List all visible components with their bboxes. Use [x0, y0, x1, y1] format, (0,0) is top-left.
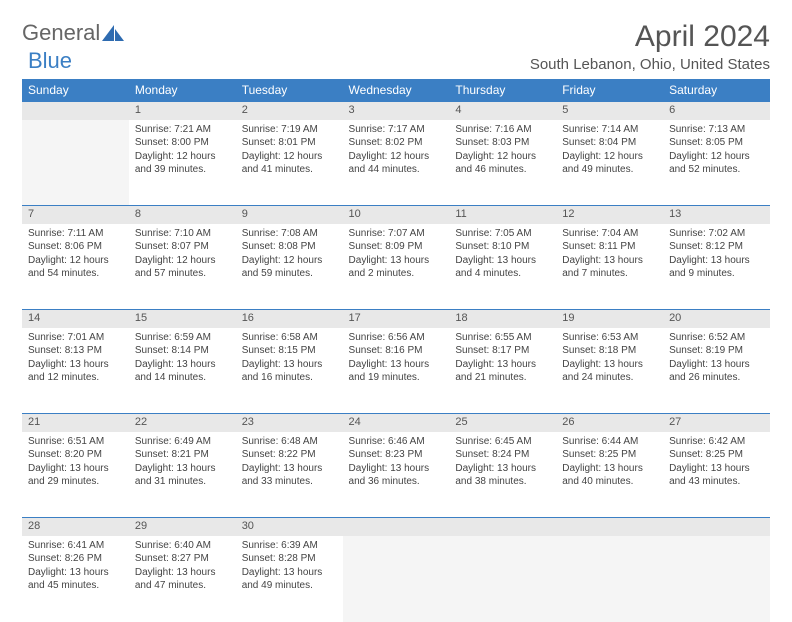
day-content-cell: Sunrise: 7:14 AMSunset: 8:04 PMDaylight:…: [556, 120, 663, 206]
day-number-cell: 26: [556, 414, 663, 432]
day-number-cell: 5: [556, 102, 663, 120]
day-content-cell: Sunrise: 6:46 AMSunset: 8:23 PMDaylight:…: [343, 432, 450, 518]
day-content-row: Sunrise: 7:21 AMSunset: 8:00 PMDaylight:…: [22, 120, 770, 206]
day-content-cell: Sunrise: 7:17 AMSunset: 8:02 PMDaylight:…: [343, 120, 450, 206]
day-number-cell: 18: [449, 310, 556, 328]
day-content-cell: Sunrise: 6:39 AMSunset: 8:28 PMDaylight:…: [236, 536, 343, 622]
day-content-cell: [22, 120, 129, 206]
day-number-cell: 17: [343, 310, 450, 328]
day-number-row: 14151617181920: [22, 310, 770, 328]
day-number-cell: 30: [236, 518, 343, 536]
weekday-header: Friday: [556, 79, 663, 102]
day-content-row: Sunrise: 6:41 AMSunset: 8:26 PMDaylight:…: [22, 536, 770, 622]
weekday-header-row: SundayMondayTuesdayWednesdayThursdayFrid…: [22, 79, 770, 102]
day-number-cell: 9: [236, 206, 343, 224]
day-number-cell: 4: [449, 102, 556, 120]
day-content-cell: Sunrise: 6:40 AMSunset: 8:27 PMDaylight:…: [129, 536, 236, 622]
logo-sail-icon: [102, 25, 124, 41]
day-content-row: Sunrise: 6:51 AMSunset: 8:20 PMDaylight:…: [22, 432, 770, 518]
day-content-cell: Sunrise: 6:45 AMSunset: 8:24 PMDaylight:…: [449, 432, 556, 518]
day-content-cell: Sunrise: 7:04 AMSunset: 8:11 PMDaylight:…: [556, 224, 663, 310]
day-content-cell: Sunrise: 7:05 AMSunset: 8:10 PMDaylight:…: [449, 224, 556, 310]
logo: General: [22, 20, 124, 46]
day-number-row: 78910111213: [22, 206, 770, 224]
weekday-header: Thursday: [449, 79, 556, 102]
day-number-cell: [663, 518, 770, 536]
day-content-cell: Sunrise: 6:41 AMSunset: 8:26 PMDaylight:…: [22, 536, 129, 622]
day-number-cell: 23: [236, 414, 343, 432]
day-number-cell: 2: [236, 102, 343, 120]
logo-text-general: General: [22, 20, 100, 46]
day-number-cell: 27: [663, 414, 770, 432]
day-content-cell: Sunrise: 6:52 AMSunset: 8:19 PMDaylight:…: [663, 328, 770, 414]
day-content-cell: Sunrise: 7:13 AMSunset: 8:05 PMDaylight:…: [663, 120, 770, 206]
header: General April 2024 South Lebanon, Ohio, …: [22, 20, 770, 73]
weekday-header: Wednesday: [343, 79, 450, 102]
day-number-cell: 7: [22, 206, 129, 224]
day-content-cell: Sunrise: 6:56 AMSunset: 8:16 PMDaylight:…: [343, 328, 450, 414]
day-number-cell: 22: [129, 414, 236, 432]
calendar-table: SundayMondayTuesdayWednesdayThursdayFrid…: [22, 79, 770, 622]
day-number-cell: 12: [556, 206, 663, 224]
day-content-cell: Sunrise: 7:07 AMSunset: 8:09 PMDaylight:…: [343, 224, 450, 310]
weekday-header: Saturday: [663, 79, 770, 102]
day-number-cell: 11: [449, 206, 556, 224]
day-number-cell: 6: [663, 102, 770, 120]
day-content-row: Sunrise: 7:01 AMSunset: 8:13 PMDaylight:…: [22, 328, 770, 414]
day-content-cell: Sunrise: 7:19 AMSunset: 8:01 PMDaylight:…: [236, 120, 343, 206]
weekday-header: Tuesday: [236, 79, 343, 102]
location-text: South Lebanon, Ohio, United States: [530, 56, 770, 73]
day-number-row: 282930: [22, 518, 770, 536]
day-number-cell: 14: [22, 310, 129, 328]
day-number-cell: 24: [343, 414, 450, 432]
day-number-cell: 21: [22, 414, 129, 432]
day-content-cell: Sunrise: 6:58 AMSunset: 8:15 PMDaylight:…: [236, 328, 343, 414]
day-number-cell: 15: [129, 310, 236, 328]
day-content-cell: Sunrise: 6:49 AMSunset: 8:21 PMDaylight:…: [129, 432, 236, 518]
day-content-row: Sunrise: 7:11 AMSunset: 8:06 PMDaylight:…: [22, 224, 770, 310]
day-content-cell: Sunrise: 7:10 AMSunset: 8:07 PMDaylight:…: [129, 224, 236, 310]
day-number-cell: 29: [129, 518, 236, 536]
day-number-row: 21222324252627: [22, 414, 770, 432]
day-number-cell: 10: [343, 206, 450, 224]
title-block: April 2024 South Lebanon, Ohio, United S…: [530, 20, 770, 73]
day-content-cell: [556, 536, 663, 622]
day-content-cell: Sunrise: 6:48 AMSunset: 8:22 PMDaylight:…: [236, 432, 343, 518]
day-number-cell: [22, 102, 129, 120]
day-content-cell: Sunrise: 7:08 AMSunset: 8:08 PMDaylight:…: [236, 224, 343, 310]
day-number-cell: [449, 518, 556, 536]
day-content-cell: Sunrise: 6:53 AMSunset: 8:18 PMDaylight:…: [556, 328, 663, 414]
day-number-cell: 28: [22, 518, 129, 536]
day-content-cell: Sunrise: 6:42 AMSunset: 8:25 PMDaylight:…: [663, 432, 770, 518]
day-number-cell: [343, 518, 450, 536]
day-content-cell: Sunrise: 6:55 AMSunset: 8:17 PMDaylight:…: [449, 328, 556, 414]
day-number-cell: 1: [129, 102, 236, 120]
day-content-cell: Sunrise: 7:16 AMSunset: 8:03 PMDaylight:…: [449, 120, 556, 206]
day-content-cell: Sunrise: 7:21 AMSunset: 8:00 PMDaylight:…: [129, 120, 236, 206]
day-content-cell: Sunrise: 6:44 AMSunset: 8:25 PMDaylight:…: [556, 432, 663, 518]
day-number-cell: 19: [556, 310, 663, 328]
day-content-cell: Sunrise: 7:11 AMSunset: 8:06 PMDaylight:…: [22, 224, 129, 310]
day-content-cell: Sunrise: 6:51 AMSunset: 8:20 PMDaylight:…: [22, 432, 129, 518]
day-number-cell: 20: [663, 310, 770, 328]
day-number-row: 123456: [22, 102, 770, 120]
day-number-cell: 13: [663, 206, 770, 224]
logo-text-blue: Blue: [28, 48, 72, 74]
day-number-cell: 8: [129, 206, 236, 224]
day-content-cell: Sunrise: 6:59 AMSunset: 8:14 PMDaylight:…: [129, 328, 236, 414]
day-content-cell: Sunrise: 7:02 AMSunset: 8:12 PMDaylight:…: [663, 224, 770, 310]
day-content-cell: [343, 536, 450, 622]
month-title: April 2024: [530, 20, 770, 54]
weekday-header: Monday: [129, 79, 236, 102]
day-number-cell: [556, 518, 663, 536]
day-number-cell: 3: [343, 102, 450, 120]
weekday-header: Sunday: [22, 79, 129, 102]
day-content-cell: Sunrise: 7:01 AMSunset: 8:13 PMDaylight:…: [22, 328, 129, 414]
day-number-cell: 25: [449, 414, 556, 432]
day-number-cell: 16: [236, 310, 343, 328]
day-content-cell: [663, 536, 770, 622]
day-content-cell: [449, 536, 556, 622]
